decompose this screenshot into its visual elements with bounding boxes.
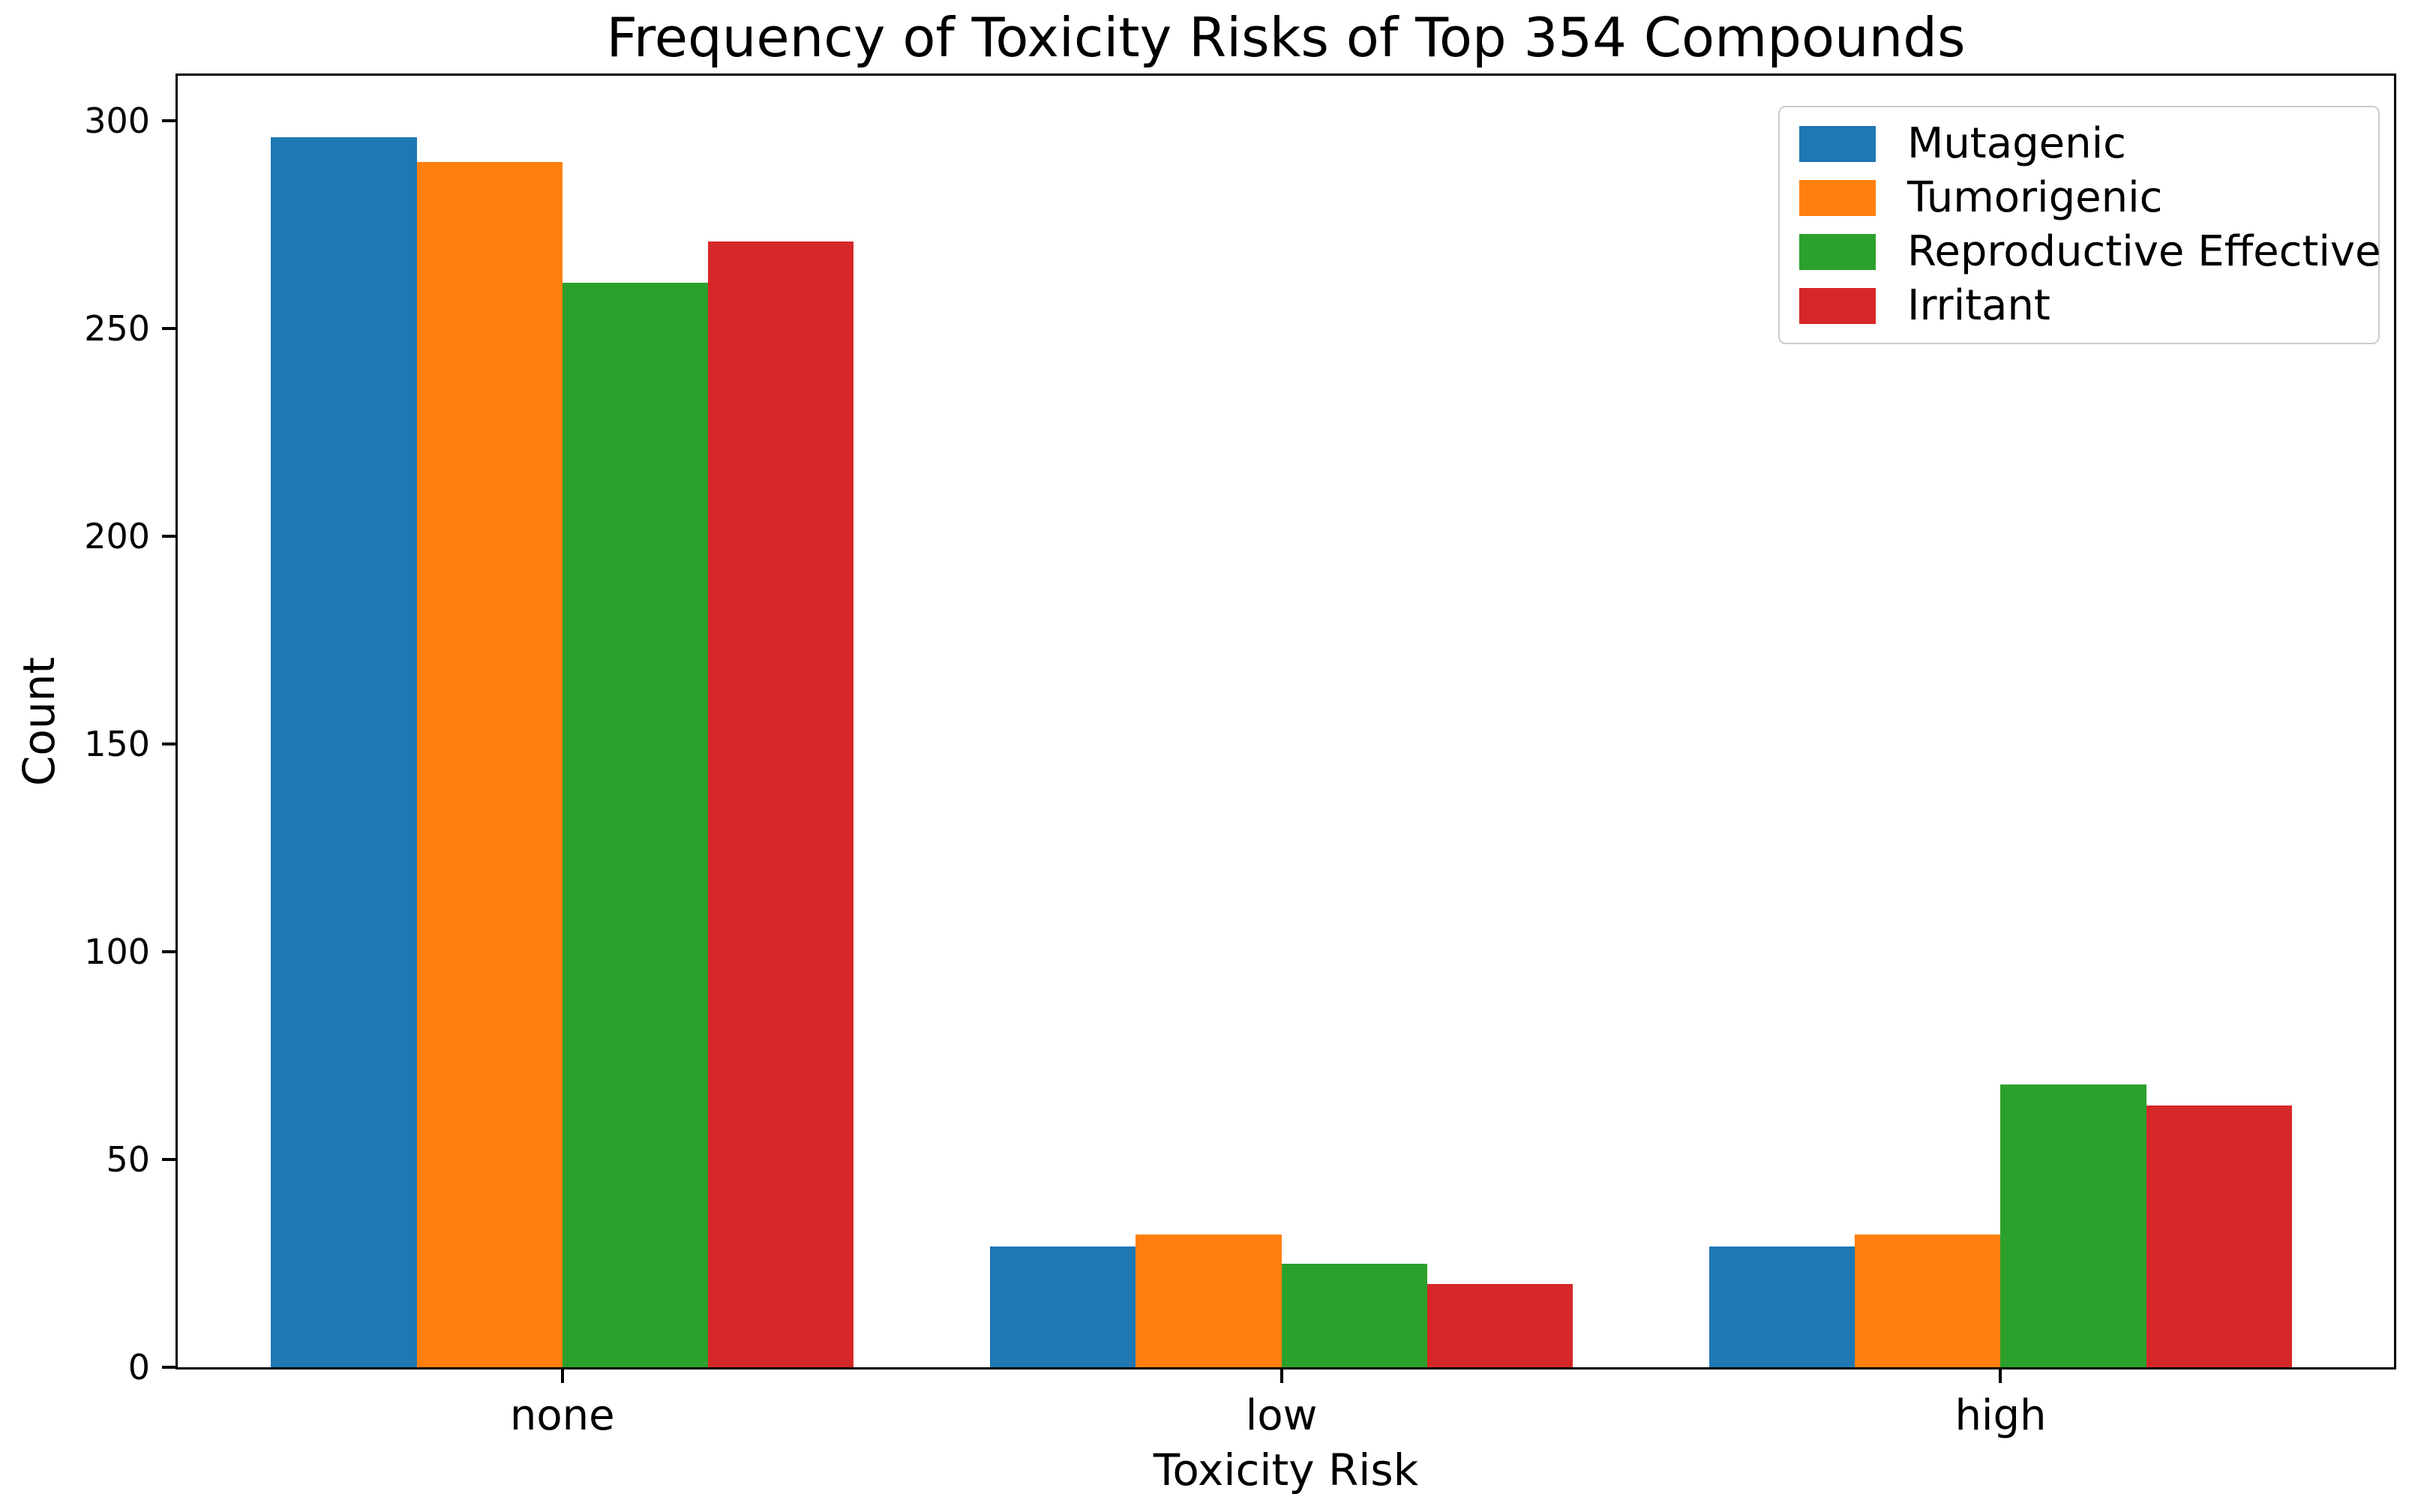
y-axis-label: Count xyxy=(14,656,64,787)
legend-swatch xyxy=(1799,234,1876,270)
x-tick-mark xyxy=(560,1370,564,1383)
legend-swatch xyxy=(1799,126,1876,162)
y-tick-label: 300 xyxy=(84,100,150,141)
y-tick-label: 100 xyxy=(84,931,150,972)
y-tick-mark xyxy=(162,742,176,746)
legend-label: Tumorigenic xyxy=(1907,173,2163,222)
bar xyxy=(2146,1105,2292,1367)
y-tick-label: 250 xyxy=(84,308,150,349)
x-tick-mark xyxy=(1280,1370,1283,1383)
bar xyxy=(562,282,708,1367)
x-tick-label: none xyxy=(509,1391,615,1440)
chart-title: Frequency of Toxicity Risks of Top 354 C… xyxy=(606,6,1966,69)
bar xyxy=(1855,1234,2001,1367)
bar xyxy=(707,241,854,1367)
bar xyxy=(271,137,417,1367)
y-tick-mark xyxy=(162,118,176,122)
bar xyxy=(1709,1246,1856,1367)
bar xyxy=(1281,1263,1427,1367)
legend-swatch xyxy=(1799,288,1876,324)
y-tick-label: 200 xyxy=(84,515,150,556)
y-tick-label: 0 xyxy=(128,1347,150,1388)
bar xyxy=(990,1246,1136,1367)
legend-swatch xyxy=(1799,180,1876,216)
legend-label: Reproductive Effective xyxy=(1907,227,2381,276)
bar xyxy=(1136,1234,1282,1367)
legend: Mutagenic Tumorigenic Reproductive Effecti… xyxy=(1778,106,2381,344)
y-tick-label: 150 xyxy=(84,723,150,764)
y-tick-mark xyxy=(162,534,176,538)
legend-label: Mutagenic xyxy=(1907,119,2126,168)
y-tick-mark xyxy=(162,950,176,953)
x-tick-label: low xyxy=(1245,1391,1318,1440)
y-tick-mark xyxy=(162,326,176,330)
legend-label: Irritant xyxy=(1907,281,2050,330)
legend-item: Reproductive Effective xyxy=(1799,229,2381,275)
y-tick-mark xyxy=(162,1157,176,1161)
bar xyxy=(2000,1084,2146,1367)
y-tick-label: 50 xyxy=(106,1138,150,1180)
legend-item: Irritant xyxy=(1799,283,2359,329)
x-axis-label: Toxicity Risk xyxy=(1153,1444,1419,1496)
x-tick-mark xyxy=(1999,1370,2002,1383)
legend-item: Tumorigenic xyxy=(1799,175,2359,221)
bar xyxy=(416,162,562,1367)
bar xyxy=(1426,1284,1573,1367)
legend-item: Mutagenic xyxy=(1799,121,2359,167)
x-tick-label: high xyxy=(1954,1391,2047,1440)
y-tick-mark xyxy=(162,1366,176,1369)
